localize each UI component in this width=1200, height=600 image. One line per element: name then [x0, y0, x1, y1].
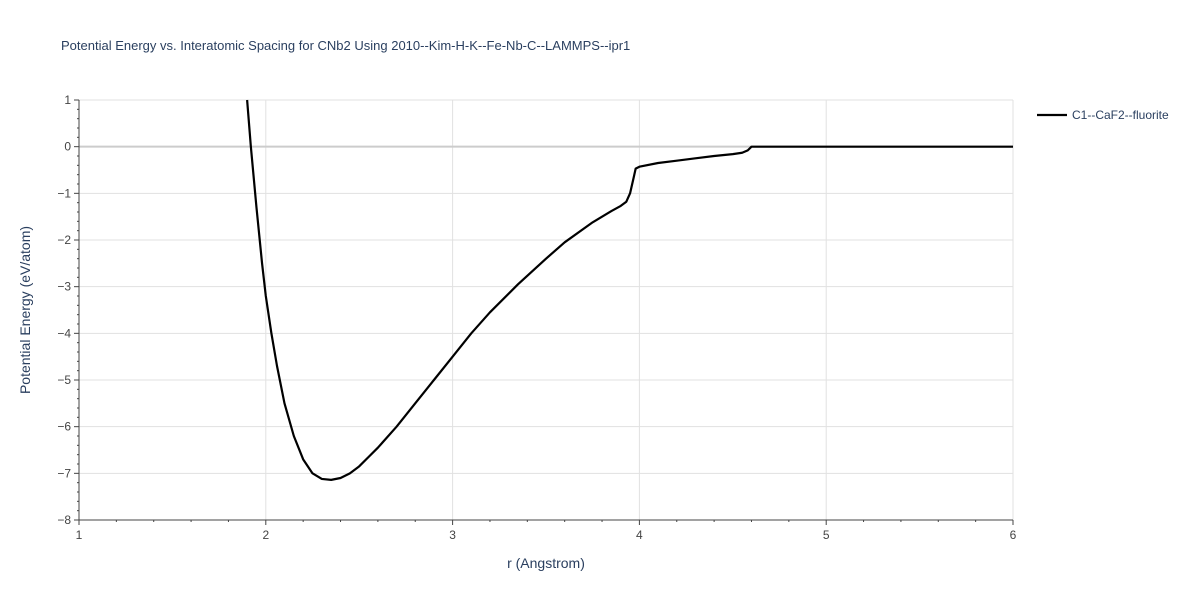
x-axis-title: r (Angstrom)	[507, 555, 585, 571]
y-axis: 1 0 −1 −2 −3 −4 −5 −6 −7 −8	[57, 93, 80, 527]
y-tick-label: −7	[57, 466, 71, 480]
y-tick-label: −3	[57, 280, 71, 294]
y-tick-label: −4	[57, 326, 71, 340]
y-tick-label: −1	[57, 186, 71, 200]
y-tick-label: −6	[57, 420, 71, 434]
x-tick-label: 6	[1010, 528, 1017, 542]
x-tick-label: 5	[823, 528, 830, 542]
y-tick-label: −8	[57, 513, 71, 527]
legend-label: C1--CaF2--fluorite	[1072, 108, 1169, 122]
y-tick-label: −5	[57, 373, 71, 387]
series-line	[246, 99, 1013, 481]
series-layer	[246, 99, 1013, 481]
x-tick-label: 3	[449, 528, 456, 542]
y-tick-label: 1	[64, 93, 71, 107]
y-axis-title: Potential Energy (eV/atom)	[17, 226, 33, 394]
chart-title: Potential Energy vs. Interatomic Spacing…	[61, 38, 630, 53]
x-tick-label: 2	[262, 528, 269, 542]
y-tick-label: 0	[64, 140, 71, 154]
x-tick-label: 4	[636, 528, 643, 542]
grid-lines	[79, 99, 1014, 520]
x-tick-label: 1	[76, 528, 83, 542]
y-tick-label: −2	[57, 233, 71, 247]
legend[interactable]: C1--CaF2--fluorite	[1037, 108, 1169, 122]
x-axis: 1 2 3 4 5 6	[76, 519, 1017, 542]
